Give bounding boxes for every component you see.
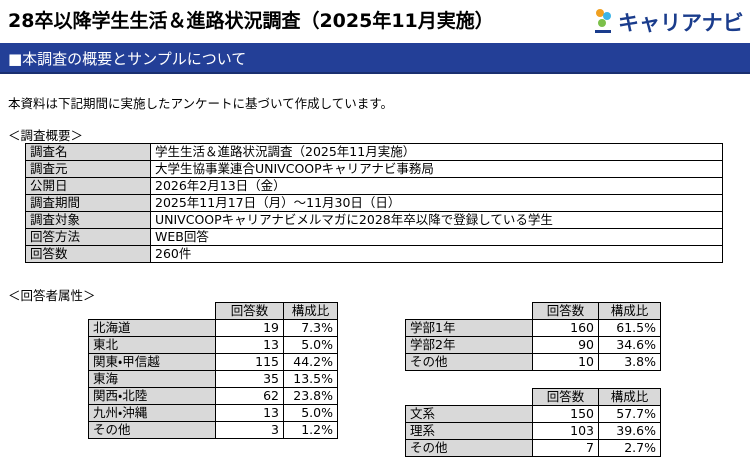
overview-row: 回答数 260件 [25,245,723,263]
cell: その他 [405,439,533,457]
cell: 理系 [405,422,533,440]
overview-row: 公開日 2026年2月13日（金） [25,177,723,195]
cell: 1.2% [283,421,338,439]
section-bar [0,43,750,74]
attribute-row: 東北 13 5.0% [88,336,338,354]
header-row: 回答数 構成比 [88,302,338,320]
cell: 公開日 [25,177,151,195]
cell: 10 [532,353,599,371]
cell [405,388,533,406]
attribute-row: その他 7 2.7% [405,439,661,457]
logo-icon [595,9,611,33]
cell: その他 [88,421,216,439]
cell: 13.5% [283,370,338,388]
cell: その他 [405,353,533,371]
section-title: ■本調査の概要とサンプルについて [8,50,247,68]
cell: 文系 [405,405,533,423]
cell: 13 [215,336,284,354]
attribute-row: 文系 150 57.7% [405,405,661,423]
cell: 構成比 [598,388,661,406]
attribute-table: 回答数 構成比 北海道 19 7.3% 東北 13 5.0% 関東・甲信越 115 44.2% 東海 3… [88,302,338,439]
cell: 7 [532,439,599,457]
cell: 160 [532,319,599,337]
cell: 回答数 [25,245,151,263]
cell: 34.6% [598,336,661,354]
cell: 調査対象 [25,211,151,229]
cell: UNIVCOOPキャリアナビメルマガに2028年卒以降で登録している学生 [150,211,723,229]
cell: 19 [215,319,284,337]
logo-text: キャリアナビ [618,11,744,35]
cell: 3 [215,421,284,439]
attribute-row: 関東・甲信越 115 44.2% [88,353,338,371]
attribute-row: その他 10 3.8% [405,353,661,371]
overview-row: 調査名 学生生活＆進路状況調査（2025年11月実施） [25,143,723,161]
cell: 学生生活＆進路状況調査（2025年11月実施） [150,143,723,161]
attributes-heading: ＜回答者属性＞ [8,288,96,303]
cell: 九州・沖縄 [88,404,216,422]
cell: 23.8% [283,387,338,405]
cell: 150 [532,405,599,423]
cell: 関西・北陸 [88,387,216,405]
cell: 115 [215,353,284,371]
attribute-row: 学部2年 90 34.6% [405,336,661,354]
attribute-row: 九州・沖縄 13 5.0% [88,404,338,422]
cell: 62 [215,387,284,405]
cell: 回答数 [215,302,284,320]
cell: 学部2年 [405,336,533,354]
attribute-row: 学部1年 160 61.5% [405,319,661,337]
overview-row: 調査対象 UNIVCOOPキャリアナビメルマガに2028年卒以降で登録している学生 [25,211,723,229]
overview-row: 回答方法 WEB回答 [25,228,723,246]
overview-heading: ＜調査概要＞ [8,128,84,143]
cell: 回答数 [532,302,599,320]
header-row: 回答数 構成比 [405,388,661,406]
cell: 7.3% [283,319,338,337]
cell: 5.0% [283,336,338,354]
attribute-table: 回答数 構成比 文系 150 57.7% 理系 103 39.6% その他 7 2.7% [405,388,661,457]
cell: 103 [532,422,599,440]
cell: 調査名 [25,143,151,161]
cell: 構成比 [598,302,661,320]
cell: 調査元 [25,160,151,178]
cell: 61.5% [598,319,661,337]
cell: 北海道 [88,319,216,337]
cell: 東北 [88,336,216,354]
cell: 5.0% [283,404,338,422]
cell: 学部1年 [405,319,533,337]
cell: 関東・甲信越 [88,353,216,371]
cell: 90 [532,336,599,354]
cell: 回答方法 [25,228,151,246]
cell: 3.8% [598,353,661,371]
header-row: 回答数 構成比 [405,302,661,320]
attribute-row: 関西・北陸 62 23.8% [88,387,338,405]
cell: 2025年11月17日（月）～11月30日（日） [150,194,723,212]
attribute-table: 回答数 構成比 学部1年 160 61.5% 学部2年 90 34.6% その他 10 3.8% [405,302,661,371]
cell: 39.6% [598,422,661,440]
cell: 13 [215,404,284,422]
cell: 57.7% [598,405,661,423]
cell: 大学生協事業連合UNIVCOOPキャリアナビ事務局 [150,160,723,178]
cell: 回答数 [532,388,599,406]
cell: 2026年2月13日（金） [150,177,723,195]
intro: 本資料は下記期間に実施したアンケートに基づいて作成しています。 [8,96,394,111]
cell: 44.2% [283,353,338,371]
cell: 2.7% [598,439,661,457]
cell: 東海 [88,370,216,388]
cell: 260件 [150,245,723,263]
cell: WEB回答 [150,228,723,246]
overview-row: 調査元 大学生協事業連合UNIVCOOPキャリアナビ事務局 [25,160,723,178]
cell: 構成比 [283,302,338,320]
attribute-row: その他 3 1.2% [88,421,338,439]
attribute-row: 東海 35 13.5% [88,370,338,388]
title: 28卒以降学生生活＆進路状況調査（2025年11月実施） [8,10,494,32]
overview-row: 調査期間 2025年11月17日（月）～11月30日（日） [25,194,723,212]
cell [88,302,216,320]
cell [405,302,533,320]
attribute-row: 北海道 19 7.3% [88,319,338,337]
attribute-row: 理系 103 39.6% [405,422,661,440]
cell: 35 [215,370,284,388]
overview-table: 調査名 学生生活＆進路状況調査（2025年11月実施） 調査元 大学生協事業連合UNI… [25,143,723,263]
cell: 調査期間 [25,194,151,212]
